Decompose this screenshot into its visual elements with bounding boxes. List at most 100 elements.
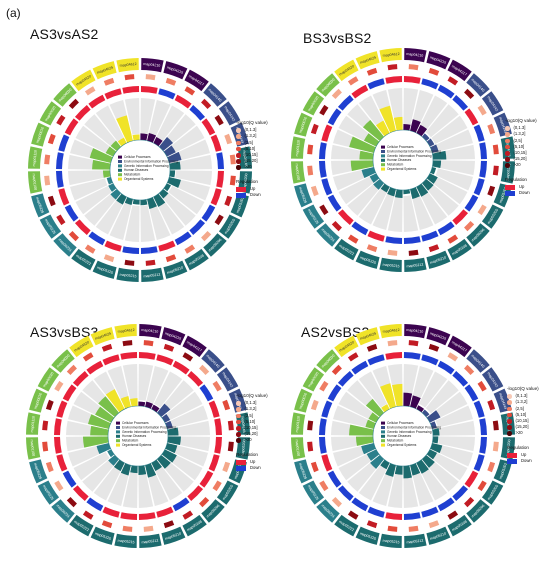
panel-3: AS2vsBS2 map04210 map04215 map04217 map04140… — [275, 288, 550, 566]
category-swatch — [116, 434, 120, 438]
background-band — [84, 114, 118, 148]
pathway-label: map01100 — [32, 173, 38, 190]
qvalue-tag — [366, 67, 378, 76]
pathway-label: map05202 — [236, 196, 245, 213]
category-segment — [230, 193, 249, 218]
circos-plot: map04210map04215map04217map04140map04142… — [28, 58, 252, 282]
background-band — [138, 364, 154, 401]
background-band — [431, 452, 468, 481]
regulation-segment — [464, 108, 479, 126]
qvalue-tag — [224, 133, 233, 145]
qvalue-tag — [163, 343, 175, 352]
enrichment-bar — [90, 425, 109, 436]
qvalue-tag — [82, 510, 94, 520]
enrichment-bar — [96, 443, 111, 455]
qvalue-tag — [44, 175, 51, 186]
regulation-swatch — [236, 459, 246, 465]
qvalue-label: (10,15] — [513, 150, 527, 156]
enrichment-bar — [130, 398, 138, 407]
background-band — [82, 458, 116, 492]
regulation-segment — [321, 124, 333, 142]
category-segment — [302, 91, 325, 116]
category-segment — [39, 214, 62, 239]
qvalue-tag — [310, 461, 319, 473]
enrichment-bar — [370, 454, 385, 469]
background-band — [338, 115, 375, 144]
category-segment — [426, 526, 451, 545]
background-band — [338, 452, 375, 481]
regulation-segment — [319, 142, 327, 160]
qvalue-label: (1.3,2] — [244, 133, 257, 139]
category-segment — [426, 250, 451, 269]
category-segment — [316, 223, 340, 247]
regulation-segment — [172, 360, 190, 375]
category-segment — [379, 324, 402, 339]
qvalue-tag — [492, 441, 499, 452]
pathway-label: map04612 — [119, 62, 136, 68]
category-segment — [481, 204, 504, 229]
regulation-segment — [385, 76, 403, 84]
qvalue-dot — [505, 151, 510, 156]
qvalue-tag — [199, 497, 210, 508]
qvalue-tag — [54, 480, 64, 492]
category-swatch — [381, 439, 385, 443]
qvalue-label: (1.3,2] — [244, 406, 257, 412]
regulation-segment — [140, 246, 158, 254]
background-band — [431, 391, 468, 420]
panel-0: AS3vsAS2 map04210 map04215 map04217 map04140… — [0, 0, 275, 282]
pathway-label: map01100 — [30, 439, 36, 456]
background-band — [333, 444, 371, 467]
pathway-label: map05226 — [33, 462, 42, 479]
category-segment — [182, 514, 207, 537]
enrichment-bar — [165, 420, 173, 429]
category-segment — [90, 327, 115, 346]
regulation-segment — [385, 352, 403, 360]
background-band — [175, 154, 212, 170]
regulation-segment — [319, 160, 327, 178]
qvalue-legend-item: (2,5] — [505, 138, 537, 144]
regulation-segment — [122, 246, 140, 254]
category-segment — [163, 61, 188, 80]
enrichment-bar — [416, 124, 428, 137]
qvalue-tag — [66, 497, 77, 508]
qvalue-dot — [505, 132, 510, 137]
qvalue-tag — [54, 380, 64, 392]
enrichment-bar — [124, 197, 133, 205]
background-band — [403, 471, 419, 508]
enrichment-bar — [410, 119, 421, 133]
regulation-legend-item: Up — [507, 452, 539, 458]
qvalue-tag — [56, 114, 66, 126]
pathway-label: map04144 — [233, 392, 242, 409]
category-segment — [302, 367, 325, 392]
enrichment-bar — [362, 119, 385, 142]
enrichment-bar — [421, 454, 435, 468]
qvalue-tag — [366, 244, 378, 253]
category-segment — [302, 204, 325, 229]
category-segment — [334, 335, 359, 358]
regulation-segment — [210, 188, 222, 206]
enrichment-bar — [387, 187, 396, 197]
pathway-label: map04625 — [96, 65, 113, 74]
qvalue-tag — [44, 154, 51, 165]
regulation-segment — [437, 84, 455, 99]
category-segment — [216, 367, 239, 392]
regulation-segment — [464, 384, 479, 402]
regulation-segment — [88, 231, 106, 246]
background-band — [95, 105, 124, 142]
background-band — [146, 468, 169, 506]
qvalue-tag — [464, 497, 475, 508]
category-segment — [184, 248, 209, 271]
enrichment-bar — [361, 443, 376, 455]
category-segment — [447, 514, 472, 537]
background-band — [438, 144, 475, 160]
enrichment-bar — [375, 120, 390, 137]
background-band — [411, 366, 434, 404]
pathway-label: map05220 — [94, 532, 111, 541]
category-segment — [92, 260, 117, 279]
category-segment — [294, 459, 313, 484]
qvalue-tag — [224, 195, 233, 207]
regulation-label: Up — [250, 186, 256, 192]
qvalue-tag — [214, 214, 224, 226]
qvalue-legend-item: (10,15] — [507, 418, 539, 424]
regulation-segment — [403, 236, 421, 244]
